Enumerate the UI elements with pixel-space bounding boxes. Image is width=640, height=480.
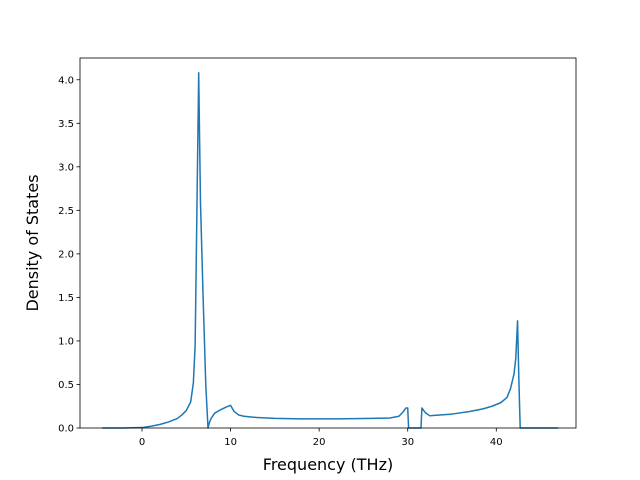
x-tick-label: 20 xyxy=(313,437,326,448)
x-tick-label: 10 xyxy=(224,437,237,448)
y-tick-label: 2.0 xyxy=(58,249,74,260)
y-tick-label: 4.0 xyxy=(58,75,74,86)
y-tick-label: 1.0 xyxy=(58,336,74,347)
y-tick-label: 0.0 xyxy=(58,424,74,435)
y-tick-label: 1.5 xyxy=(58,293,74,304)
axis-ticks: 0 10 20 30 40 0.0 0.5 1.0 1.5 2.0 2.5 3.0 3.5 4.0 xyxy=(58,75,503,448)
x-tick-label: 40 xyxy=(490,437,503,448)
plot-frame xyxy=(79,57,577,429)
y-axis-label: Density of States xyxy=(23,174,42,311)
x-axis-label: Frequency (THz) xyxy=(263,455,393,474)
y-tick-label: 3.5 xyxy=(58,119,74,130)
y-tick-label: 3.0 xyxy=(58,162,74,173)
x-tick-label: 30 xyxy=(401,437,414,448)
dos-series-line xyxy=(102,72,559,429)
x-tick-label: 0 xyxy=(139,437,145,448)
series-layer xyxy=(102,72,559,429)
y-tick-label: 2.5 xyxy=(58,206,74,217)
y-tick-label: 0.5 xyxy=(58,380,74,391)
plot-background xyxy=(80,58,576,428)
